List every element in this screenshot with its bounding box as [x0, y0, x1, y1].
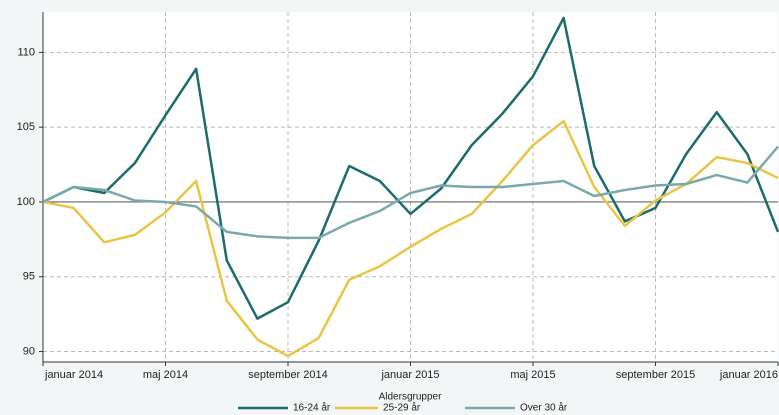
x-tick-label: januar 2016 [719, 369, 778, 381]
x-tick-label: maj 2014 [143, 369, 188, 381]
series-line [42, 119, 779, 358]
y-tick-label: 95 [23, 271, 35, 283]
y-tick-label: 100 [17, 196, 35, 208]
x-tick-label: januar 2015 [380, 369, 439, 381]
series-line [42, 145, 779, 240]
legend-label: Over 30 år [520, 402, 568, 414]
legend-label: 16-24 år [293, 402, 331, 414]
x-tick-label: september 2015 [616, 369, 696, 381]
y-tick-label: 105 [17, 121, 35, 133]
y-tick-label: 90 [23, 345, 35, 357]
y-tick-label: 110 [17, 46, 35, 58]
x-tick-label: januar 2014 [44, 369, 103, 381]
series-line [42, 16, 779, 320]
x-tick-label: september 2014 [248, 369, 328, 381]
legend-title: Aldersgrupper [379, 392, 442, 403]
legend-label: 25-29 år [383, 402, 421, 414]
x-tick-label: maj 2015 [510, 369, 555, 381]
